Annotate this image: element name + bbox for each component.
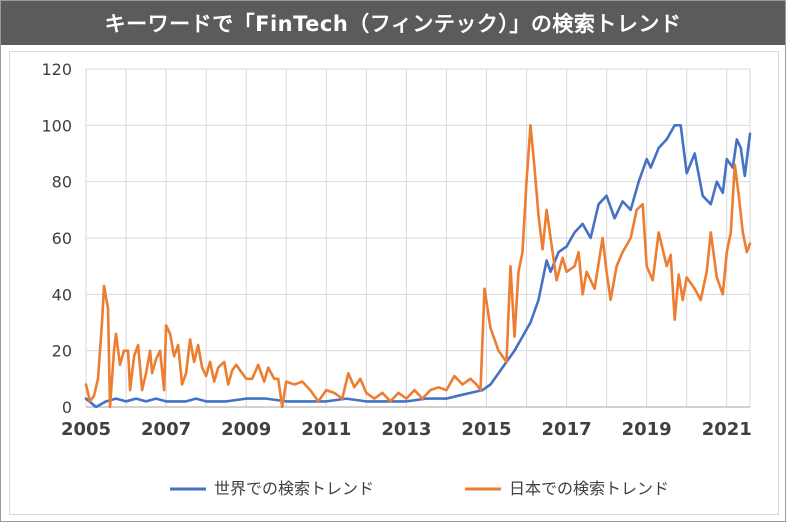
x-tick-label: 2015: [461, 419, 511, 440]
y-tick-label: 0: [62, 398, 72, 417]
x-tick-label: 2011: [301, 419, 351, 440]
chart-title: キーワードで「FinTech（フィンテック）」の検索トレンド: [1, 1, 785, 45]
series-world-line: [84, 124, 752, 409]
gridlines: [85, 68, 751, 408]
x-tick-label: 2013: [381, 419, 431, 440]
legend: 世界での検索トレンド 日本での検索トレンド: [170, 479, 669, 498]
x-tick-label: 2019: [622, 419, 672, 440]
x-tick-label: 2021: [702, 419, 752, 440]
y-tick-label: 20: [52, 342, 72, 361]
y-tick-label: 120: [41, 60, 72, 79]
x-tick-label: 2017: [542, 419, 592, 440]
series-lines: [84, 124, 752, 409]
axes: 0 20 40 60 80 100 120 2005 2007 2009 2011 2013 2015 2…: [41, 60, 751, 440]
chart-panel: 0 20 40 60 80 100 120 2005 2007 2009 2011 2013 2015 2…: [9, 51, 779, 515]
series-japan-line: [84, 124, 752, 409]
x-tick-label: 2007: [141, 419, 191, 440]
y-tick-label: 80: [52, 173, 72, 192]
legend-label-japan: 日本での検索トレンド: [509, 479, 669, 498]
y-tick-label: 60: [52, 229, 72, 248]
line-chart: 0 20 40 60 80 100 120 2005 2007 2009 2011 2013 2015 2…: [41, 60, 752, 498]
y-tick-label: 100: [41, 116, 72, 135]
y-tick-label: 40: [52, 285, 72, 304]
x-tick-label: 2005: [61, 419, 111, 440]
legend-label-world: 世界での検索トレンド: [214, 479, 374, 498]
x-tick-label: 2009: [221, 419, 271, 440]
